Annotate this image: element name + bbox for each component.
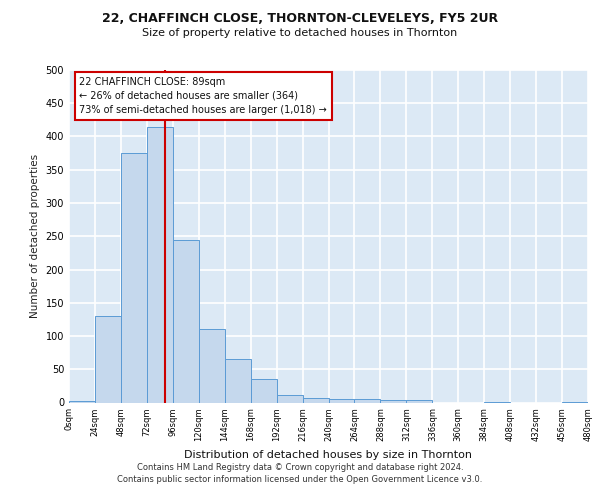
Bar	[277, 394, 302, 402]
Text: Contains HM Land Registry data © Crown copyright and database right 2024.: Contains HM Land Registry data © Crown c…	[137, 464, 463, 472]
Bar	[95, 316, 121, 402]
Bar	[173, 240, 199, 402]
Text: 22 CHAFFINCH CLOSE: 89sqm
← 26% of detached houses are smaller (364)
73% of semi: 22 CHAFFINCH CLOSE: 89sqm ← 26% of detac…	[79, 76, 327, 114]
Bar	[406, 400, 432, 402]
Bar	[329, 399, 355, 402]
Text: 22, CHAFFINCH CLOSE, THORNTON-CLEVELEYS, FY5 2UR: 22, CHAFFINCH CLOSE, THORNTON-CLEVELEYS,…	[102, 12, 498, 26]
Text: Size of property relative to detached houses in Thornton: Size of property relative to detached ho…	[142, 28, 458, 38]
Bar	[199, 330, 224, 402]
Bar	[251, 379, 277, 402]
Bar	[69, 401, 95, 402]
Bar	[121, 153, 147, 402]
Bar	[302, 398, 329, 402]
Text: Contains public sector information licensed under the Open Government Licence v3: Contains public sector information licen…	[118, 475, 482, 484]
Y-axis label: Number of detached properties: Number of detached properties	[30, 154, 40, 318]
Bar	[147, 126, 173, 402]
X-axis label: Distribution of detached houses by size in Thornton: Distribution of detached houses by size …	[185, 450, 473, 460]
Bar	[355, 399, 380, 402]
Bar	[380, 400, 406, 402]
Bar	[225, 360, 251, 403]
